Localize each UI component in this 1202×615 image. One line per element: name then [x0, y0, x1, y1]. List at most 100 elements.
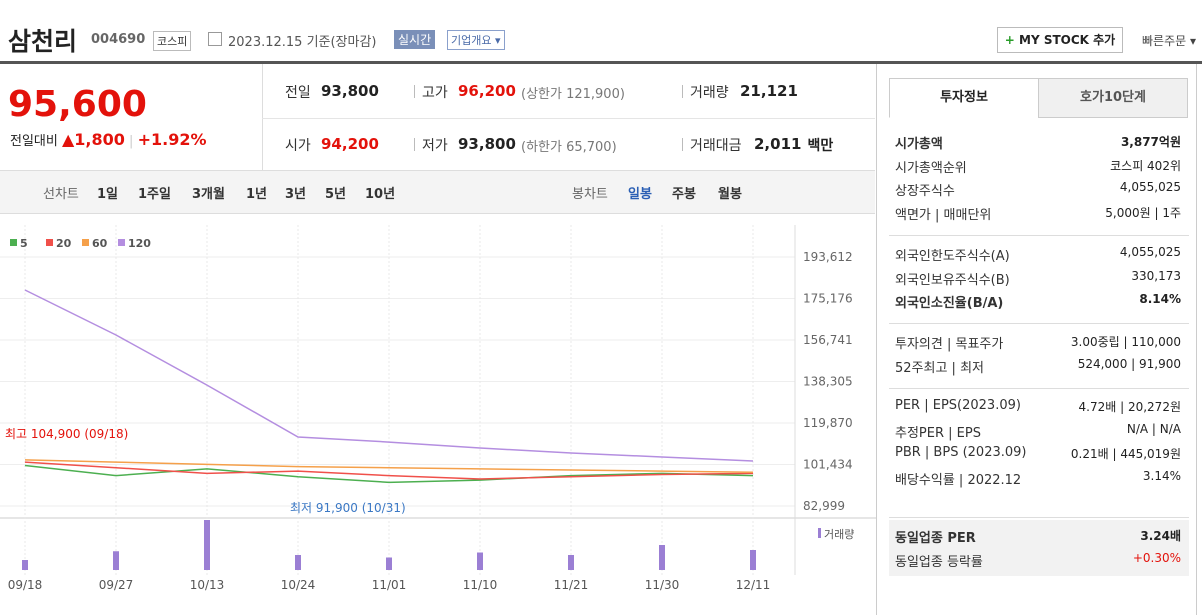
info-value: 코스피 402위	[1110, 158, 1181, 173]
info-value: 5,000원 | 1주	[1105, 205, 1181, 220]
mystock: MY STOCK 추가	[1019, 33, 1116, 47]
legend-label: 60	[92, 237, 108, 250]
legend-label: 120	[128, 237, 151, 250]
side-tab[interactable]: 호가10단계	[1038, 78, 1188, 118]
info-value: +0.30%	[1132, 550, 1181, 565]
tab-label: 선차트	[43, 187, 79, 202]
x-tick-label: 09/18	[8, 578, 43, 592]
info-value: 8.14%	[1139, 292, 1181, 306]
market: 코스피	[153, 31, 192, 51]
volume-bar	[204, 520, 210, 570]
quote-value: 21,121	[740, 82, 798, 100]
info-value: 4,055,025	[1119, 180, 1181, 194]
chart: 193,612 175,176 156,741 138,305 119,870 101,4…	[0, 225, 876, 592]
legend-swatch	[82, 239, 89, 246]
legend-swatch	[46, 239, 53, 246]
info-label: 외국인한도주식수(A)	[895, 249, 1010, 264]
y-tick-label: 175,176	[803, 292, 853, 306]
volume-legend	[818, 528, 821, 538]
ma-line	[24, 464, 754, 484]
quote-label: 저가	[422, 138, 448, 154]
panel-border	[1196, 64, 1197, 615]
info-label: 동일업종 PER	[895, 531, 976, 546]
y-tick-label: 101,434	[803, 458, 853, 472]
volume-bar	[295, 555, 301, 570]
quick-order[interactable]: 빠른주문 ▾	[1142, 34, 1197, 48]
info-value: 3,877억원	[1120, 135, 1181, 149]
info-label: 시가총액	[895, 137, 943, 152]
quote-value: 94,200	[321, 135, 379, 153]
header-rule	[0, 61, 1202, 64]
tab[interactable]: 3개월	[192, 187, 225, 202]
divider	[262, 118, 875, 119]
info-label: PBR | BPS (2023.09)	[895, 445, 1027, 460]
realtime[interactable]: 실시간	[394, 30, 436, 49]
info-value: N/A | N/A	[1126, 421, 1181, 436]
current-price: 95,600	[8, 84, 147, 125]
volume-label: 거래량	[824, 528, 854, 541]
overview-button[interactable]: 기업개요 ▾	[447, 30, 505, 50]
overview: 기업개요	[451, 34, 492, 47]
info-label: 동일업종 등락률	[895, 554, 983, 570]
volume-bar	[750, 550, 756, 570]
quote-value: 93,800	[458, 135, 516, 153]
info-label: 투자의견 | 목표주가	[895, 337, 1004, 352]
quote-label: 고가	[422, 85, 448, 101]
tab[interactable]: 월봉	[718, 187, 742, 202]
info-label: PER | EPS(2023.09)	[895, 398, 1021, 413]
tab[interactable]: 3년	[285, 187, 307, 202]
side-tab[interactable]: 투자정보	[889, 78, 1039, 118]
info-value: 4.72배 | 20,272원	[1078, 400, 1181, 414]
volume-bar	[659, 545, 665, 570]
y-tick-label: 193,612	[803, 250, 853, 264]
tab[interactable]: 1주일	[138, 187, 171, 202]
y-tick-label: 82,999	[803, 499, 845, 513]
info-label: 추정PER | EPS	[895, 425, 981, 441]
volume-bar	[477, 552, 483, 570]
tab[interactable]: 1일	[97, 187, 119, 202]
tab[interactable]: 5년	[325, 187, 347, 202]
tab[interactable]: 주봉	[672, 187, 696, 202]
info-label: 배당수익률 | 2022.12	[895, 472, 1022, 488]
separator	[889, 517, 1189, 518]
calendar-icon	[208, 32, 222, 46]
info-label: 외국인보유주식수(B)	[895, 272, 1010, 288]
info-value: 524,000 | 91,900	[1077, 356, 1181, 371]
separator	[682, 138, 683, 151]
quote-sub: (상한가 121,900)	[521, 87, 625, 102]
date: 2023.12.15 기준(장마감)	[228, 35, 377, 50]
info-value: 3.00중립 | 110,000	[1070, 335, 1181, 349]
x-tick-label: 11/30	[645, 578, 680, 592]
volume-bar	[386, 557, 392, 570]
x-tick-label: 11/10	[463, 578, 498, 592]
info-value: 0.21배 | 445,019원	[1070, 447, 1181, 461]
separator	[889, 323, 1189, 324]
quote-sub: (하한가 65,700)	[521, 140, 617, 155]
quote-label: 거래대금	[690, 138, 742, 154]
quick-order-text: 빠른주문	[1142, 34, 1187, 48]
legend-label: 5	[20, 237, 28, 250]
change-rate: +1.92%	[137, 130, 207, 149]
annotation: 최고 104,900 (09/18)	[5, 427, 128, 441]
tab[interactable]: 1년	[246, 187, 268, 202]
x-tick-label: 11/21	[554, 578, 589, 592]
separator	[889, 388, 1189, 389]
quote-label: 거래량	[690, 85, 729, 101]
quote-label: 전일	[285, 85, 311, 101]
info-label: 액면가 | 매매단위	[895, 207, 992, 223]
mystock-button[interactable]: + MY STOCK 추가	[997, 27, 1123, 53]
y-tick-label: 156,741	[803, 333, 853, 347]
quote-value: 96,200	[458, 82, 516, 100]
info-value: 3.14%	[1142, 468, 1181, 483]
x-tick-label: 12/11	[736, 578, 771, 592]
x-tick-label: 10/13	[190, 578, 225, 592]
stock-name: 삼천리	[8, 27, 78, 56]
separator	[682, 85, 683, 98]
x-tick-label: 10/24	[281, 578, 316, 592]
tab[interactable]: 10년	[365, 187, 396, 202]
tab[interactable]: 일봉	[628, 187, 652, 202]
y-tick-label: 138,305	[803, 375, 853, 389]
tab-bar	[0, 170, 875, 214]
separator	[889, 235, 1189, 236]
